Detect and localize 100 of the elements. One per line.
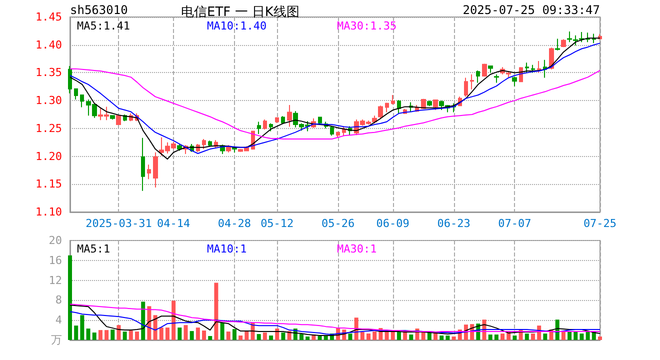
candlestick <box>116 115 121 126</box>
bar <box>440 336 444 340</box>
bar <box>568 332 572 340</box>
bar <box>238 336 243 340</box>
candlestick <box>543 59 547 78</box>
y-tick-label: 4 <box>55 314 62 327</box>
bar <box>159 328 164 340</box>
text: MA30:1 <box>337 242 377 256</box>
bar <box>366 334 371 340</box>
bar <box>190 331 194 340</box>
candlestick <box>74 88 78 100</box>
candlestick <box>153 152 158 188</box>
bar <box>232 329 236 340</box>
candlestick <box>318 116 322 124</box>
candlestick <box>263 119 267 130</box>
bar <box>488 334 492 340</box>
text: sh563010 <box>70 3 128 17</box>
line-series <box>70 68 600 140</box>
bar <box>172 300 176 340</box>
bar <box>524 334 529 340</box>
text: MA10:1.40 <box>207 20 267 32</box>
text: 2025-07-25 09:33:47 <box>462 3 600 17</box>
bar <box>396 332 401 340</box>
y-tick-label: 1.20 <box>36 150 62 163</box>
candlestick <box>537 60 541 74</box>
bar <box>452 336 456 340</box>
y-tick-label: 1.40 <box>36 38 62 52</box>
y-tick-label: 1.15 <box>36 178 62 191</box>
candlestick <box>482 63 487 78</box>
bar <box>178 328 182 340</box>
y-tick-label: 1.35 <box>36 66 62 80</box>
bar <box>269 336 274 340</box>
candlestick <box>378 105 383 119</box>
bar <box>141 302 146 340</box>
text: MA30:1.35 <box>337 20 397 32</box>
candlestick <box>397 100 401 114</box>
line-series <box>70 311 600 336</box>
y-tick-label: 1.30 <box>36 94 62 108</box>
bar <box>446 336 450 340</box>
bar <box>104 330 109 340</box>
candlestick <box>586 32 590 43</box>
bar <box>275 328 280 340</box>
bar <box>580 334 584 340</box>
bar <box>184 325 188 340</box>
bar <box>586 332 590 340</box>
bar <box>372 332 377 340</box>
chart-title: 电信ETF 一 日K线图 <box>181 5 300 20</box>
bar <box>409 334 414 340</box>
x-tick-label: 05-12 <box>260 217 294 230</box>
y-tick-label: 8 <box>55 294 62 307</box>
bar <box>299 334 304 340</box>
candlestick <box>512 76 517 87</box>
candlestick <box>208 140 212 147</box>
bar <box>530 334 535 340</box>
bar <box>598 336 602 340</box>
bar <box>92 332 96 340</box>
candlestick <box>561 38 566 48</box>
x-tick-label: 04-28 <box>218 217 252 230</box>
candlestick <box>592 33 596 44</box>
bar <box>86 328 90 340</box>
bar <box>153 315 158 340</box>
candlestick <box>433 98 438 111</box>
x-tick-label: 04-14 <box>157 217 190 230</box>
candlestick <box>330 126 334 136</box>
bar <box>390 332 395 340</box>
bar <box>135 332 140 340</box>
candlestick <box>275 116 279 124</box>
x-tick-label: 2025-03-31 <box>86 217 152 230</box>
candlestick <box>336 131 340 138</box>
candlestick <box>342 126 346 136</box>
candlestick <box>177 144 182 152</box>
bar <box>574 332 578 340</box>
candlestick <box>531 64 535 74</box>
candlestick <box>80 94 84 108</box>
bar <box>98 330 102 340</box>
bar <box>226 332 230 340</box>
bar <box>165 328 170 340</box>
candlestick <box>494 74 499 84</box>
candlestick <box>110 115 115 120</box>
bar <box>500 334 505 340</box>
candlestick <box>555 38 560 51</box>
bar <box>208 336 212 340</box>
x-tick-label: 07-25 <box>583 217 617 230</box>
y-tick-label: 万 <box>51 334 62 346</box>
y-tick-label: 20 <box>48 234 62 247</box>
candlestick <box>287 104 292 128</box>
bar <box>512 336 517 340</box>
candlestick <box>269 122 273 132</box>
bar <box>262 332 267 340</box>
bar <box>116 325 121 340</box>
candlestick <box>385 102 389 113</box>
y-tick-label: 1.25 <box>36 122 62 135</box>
bar <box>281 332 286 340</box>
bar <box>318 336 322 340</box>
candlestick <box>257 121 261 134</box>
x-tick-label: 06-23 <box>437 217 470 230</box>
bar <box>68 255 72 340</box>
bar <box>494 334 498 340</box>
bar <box>256 334 261 340</box>
candlestick <box>147 164 151 180</box>
